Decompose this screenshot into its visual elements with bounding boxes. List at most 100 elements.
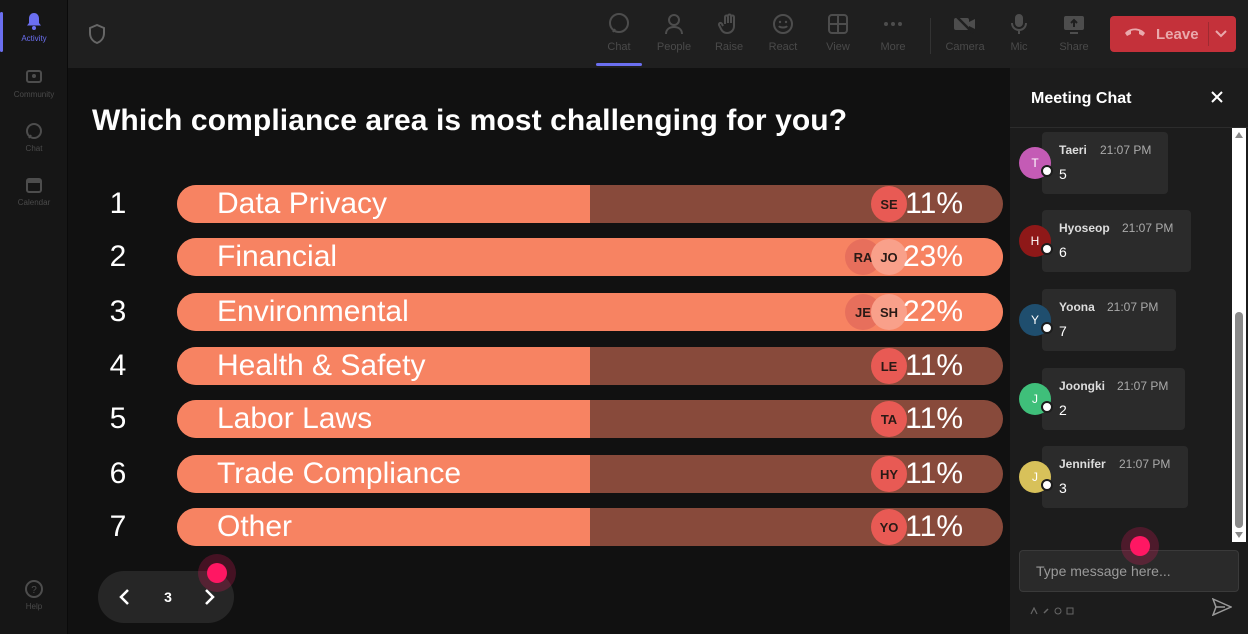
poll-result-fill xyxy=(177,347,590,385)
chevron-right-icon[interactable] xyxy=(202,587,216,612)
avatar[interactable]: J xyxy=(1019,383,1053,415)
poll-option-row[interactable]: 2 Financial RA JO 23% xyxy=(68,238,1010,276)
camera-button[interactable]: Camera xyxy=(938,10,992,62)
react-label: React xyxy=(768,41,798,53)
scroll-down-arrow-icon[interactable] xyxy=(1235,532,1243,538)
message-input[interactable] xyxy=(1020,551,1238,591)
avatar[interactable]: Y xyxy=(1019,304,1053,336)
chat-icon xyxy=(605,10,633,38)
chat-message[interactable]: Yoona 21:07 PM 7 xyxy=(1042,289,1176,351)
chevron-down-icon[interactable] xyxy=(1214,26,1228,45)
microphone-icon xyxy=(1005,10,1033,38)
rail-item-calendar[interactable]: Calendar xyxy=(0,174,68,224)
message-composer[interactable] xyxy=(1019,550,1239,592)
raise-label: Raise xyxy=(714,41,744,53)
poll-result-bar: Financial RA JO 23% xyxy=(177,238,1003,276)
scroll-up-arrow-icon[interactable] xyxy=(1235,132,1243,138)
meeting-chat-panel: Meeting Chat Taeri 21:07 PM 5 T Hyoseop 21:07… xyxy=(1010,68,1248,634)
avatar-initial: J xyxy=(1032,392,1038,406)
presence-status-icon xyxy=(1041,322,1053,334)
rail-item-help[interactable]: ? Help xyxy=(0,578,68,628)
poll-result-fill xyxy=(177,455,590,493)
rail-label: Community xyxy=(13,90,55,99)
smiley-icon xyxy=(769,10,797,38)
chat-scrollbar[interactable] xyxy=(1232,128,1246,542)
message-body: 7 xyxy=(1059,323,1067,339)
message-timestamp: 21:07 PM xyxy=(1117,379,1169,393)
rail-item-activity[interactable]: Activity xyxy=(0,10,68,60)
poll-result-bar: Labor Laws TA 11% xyxy=(177,400,1003,438)
leave-button[interactable]: Leave xyxy=(1110,16,1236,52)
rail-item-community[interactable]: Community xyxy=(0,66,68,116)
poll-option-percent: 11% xyxy=(905,402,963,435)
share-button[interactable]: Share xyxy=(1047,10,1101,62)
poll-option-row[interactable]: 3 Environmental JE SH 22% xyxy=(68,293,1010,331)
avatar[interactable]: J xyxy=(1019,461,1053,493)
voter-avatar: SE xyxy=(871,186,907,222)
poll-result-fill xyxy=(177,508,590,546)
raise-hand-button[interactable]: Raise xyxy=(702,10,756,62)
avatar-initial: Y xyxy=(1030,313,1039,327)
message-list[interactable]: Taeri 21:07 PM 5 T Hyoseop 21:07 PM 6 H Yoona 21:… xyxy=(1010,128,1232,542)
people-button[interactable]: People xyxy=(647,10,701,62)
poll-option-label: Health & Safety xyxy=(217,349,426,382)
poll-option-label: Data Privacy xyxy=(217,187,388,220)
pointer-indicator xyxy=(1130,536,1150,556)
send-icon[interactable] xyxy=(1211,597,1233,621)
poll-option-row[interactable]: 1 Data Privacy SE 11% xyxy=(68,185,1010,223)
poll-result-fill xyxy=(177,185,590,223)
share-screen-icon xyxy=(1060,10,1088,38)
poll-option-row[interactable]: 4 Health & Safety LE 11% xyxy=(68,347,1010,385)
poll-result-fill xyxy=(177,400,590,438)
poll-option-percent: 11% xyxy=(905,187,963,220)
chat-message[interactable]: Taeri 21:07 PM 5 xyxy=(1042,132,1168,194)
more-button[interactable]: More xyxy=(866,10,920,62)
message-sender: Jennifer xyxy=(1059,457,1106,471)
attach-icon[interactable] xyxy=(1042,602,1050,614)
format-icon[interactable] xyxy=(1030,602,1038,615)
message-sender: Taeri xyxy=(1059,143,1087,157)
rail-label: Help xyxy=(25,602,43,611)
presence-status-icon xyxy=(1041,479,1053,491)
message-body: 6 xyxy=(1059,244,1067,260)
format-toolbar xyxy=(1030,602,1074,615)
poll-option-number: 1 xyxy=(109,187,127,220)
poll-option-label: Labor Laws xyxy=(217,402,373,435)
poll-question: Which compliance area is most challengin… xyxy=(92,104,848,137)
poll-option-row[interactable]: 6 Trade Compliance HY 11% xyxy=(68,455,1010,493)
chat-message[interactable]: Joongki 21:07 PM 2 xyxy=(1042,368,1185,430)
mic-button[interactable]: Mic xyxy=(992,10,1046,62)
message-sender: Yoona xyxy=(1059,300,1095,314)
poll-option-label: Environmental xyxy=(217,295,409,328)
hand-icon xyxy=(715,10,743,38)
poll-option-number: 6 xyxy=(109,457,127,490)
shield-icon[interactable] xyxy=(88,23,106,49)
chat-message[interactable]: Jennifer 21:07 PM 3 xyxy=(1042,446,1188,508)
voter-avatar: LE xyxy=(871,348,907,384)
rail-label: Chat xyxy=(25,144,43,153)
phone-hangup-icon xyxy=(1124,25,1146,43)
rail-label: Calendar xyxy=(17,198,51,207)
chevron-left-icon[interactable] xyxy=(118,587,132,612)
gif-icon[interactable] xyxy=(1066,602,1074,615)
bell-icon xyxy=(23,10,45,32)
community-icon xyxy=(23,66,45,88)
rail-label: Activity xyxy=(21,34,47,43)
poll-option-row[interactable]: 7 Other YO 11% xyxy=(68,508,1010,546)
svg-text:?: ? xyxy=(31,585,37,596)
poll-option-row[interactable]: 5 Labor Laws TA 11% xyxy=(68,400,1010,438)
close-icon[interactable] xyxy=(1210,90,1224,109)
camera-label: Camera xyxy=(945,41,985,53)
chat-button[interactable]: Chat xyxy=(592,10,646,66)
avatar[interactable]: H xyxy=(1019,225,1053,257)
rail-item-chat[interactable]: Chat xyxy=(0,120,68,170)
toolbar-divider xyxy=(930,18,931,54)
scrollbar-thumb[interactable] xyxy=(1235,312,1243,528)
view-button[interactable]: View xyxy=(811,10,865,62)
react-button[interactable]: React xyxy=(756,10,810,62)
voter-avatar: JO xyxy=(871,239,907,275)
chat-message[interactable]: Hyoseop 21:07 PM 6 xyxy=(1042,210,1191,272)
emoji-icon[interactable] xyxy=(1054,602,1062,615)
avatar[interactable]: T xyxy=(1019,147,1053,179)
more-dots-icon xyxy=(879,10,907,38)
